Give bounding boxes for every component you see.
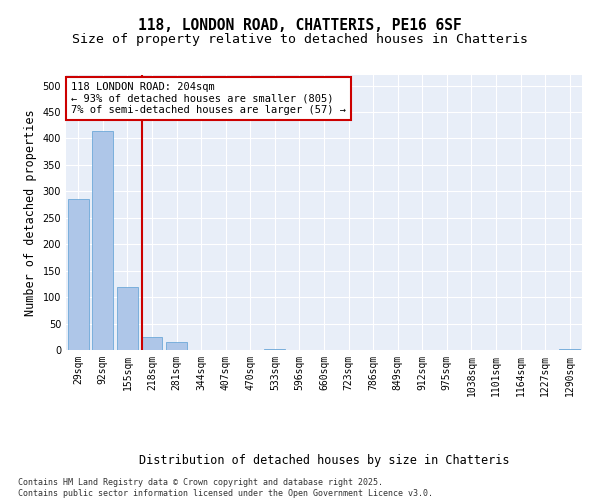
Bar: [92, 130, 113, 350]
Bar: [559, 349, 580, 350]
Text: Size of property relative to detached houses in Chatteris: Size of property relative to detached ho…: [72, 32, 528, 46]
Text: 118 LONDON ROAD: 204sqm
← 93% of detached houses are smaller (805)
7% of semi-de: 118 LONDON ROAD: 204sqm ← 93% of detache…: [71, 82, 346, 115]
Y-axis label: Number of detached properties: Number of detached properties: [24, 109, 37, 316]
Bar: [117, 286, 138, 350]
Bar: [68, 200, 89, 350]
X-axis label: Distribution of detached houses by size in Chatteris: Distribution of detached houses by size …: [139, 454, 509, 468]
Text: 118, LONDON ROAD, CHATTERIS, PE16 6SF: 118, LONDON ROAD, CHATTERIS, PE16 6SF: [138, 18, 462, 32]
Bar: [265, 349, 286, 350]
Bar: [142, 337, 163, 350]
Text: Contains HM Land Registry data © Crown copyright and database right 2025.
Contai: Contains HM Land Registry data © Crown c…: [18, 478, 433, 498]
Bar: [166, 342, 187, 350]
